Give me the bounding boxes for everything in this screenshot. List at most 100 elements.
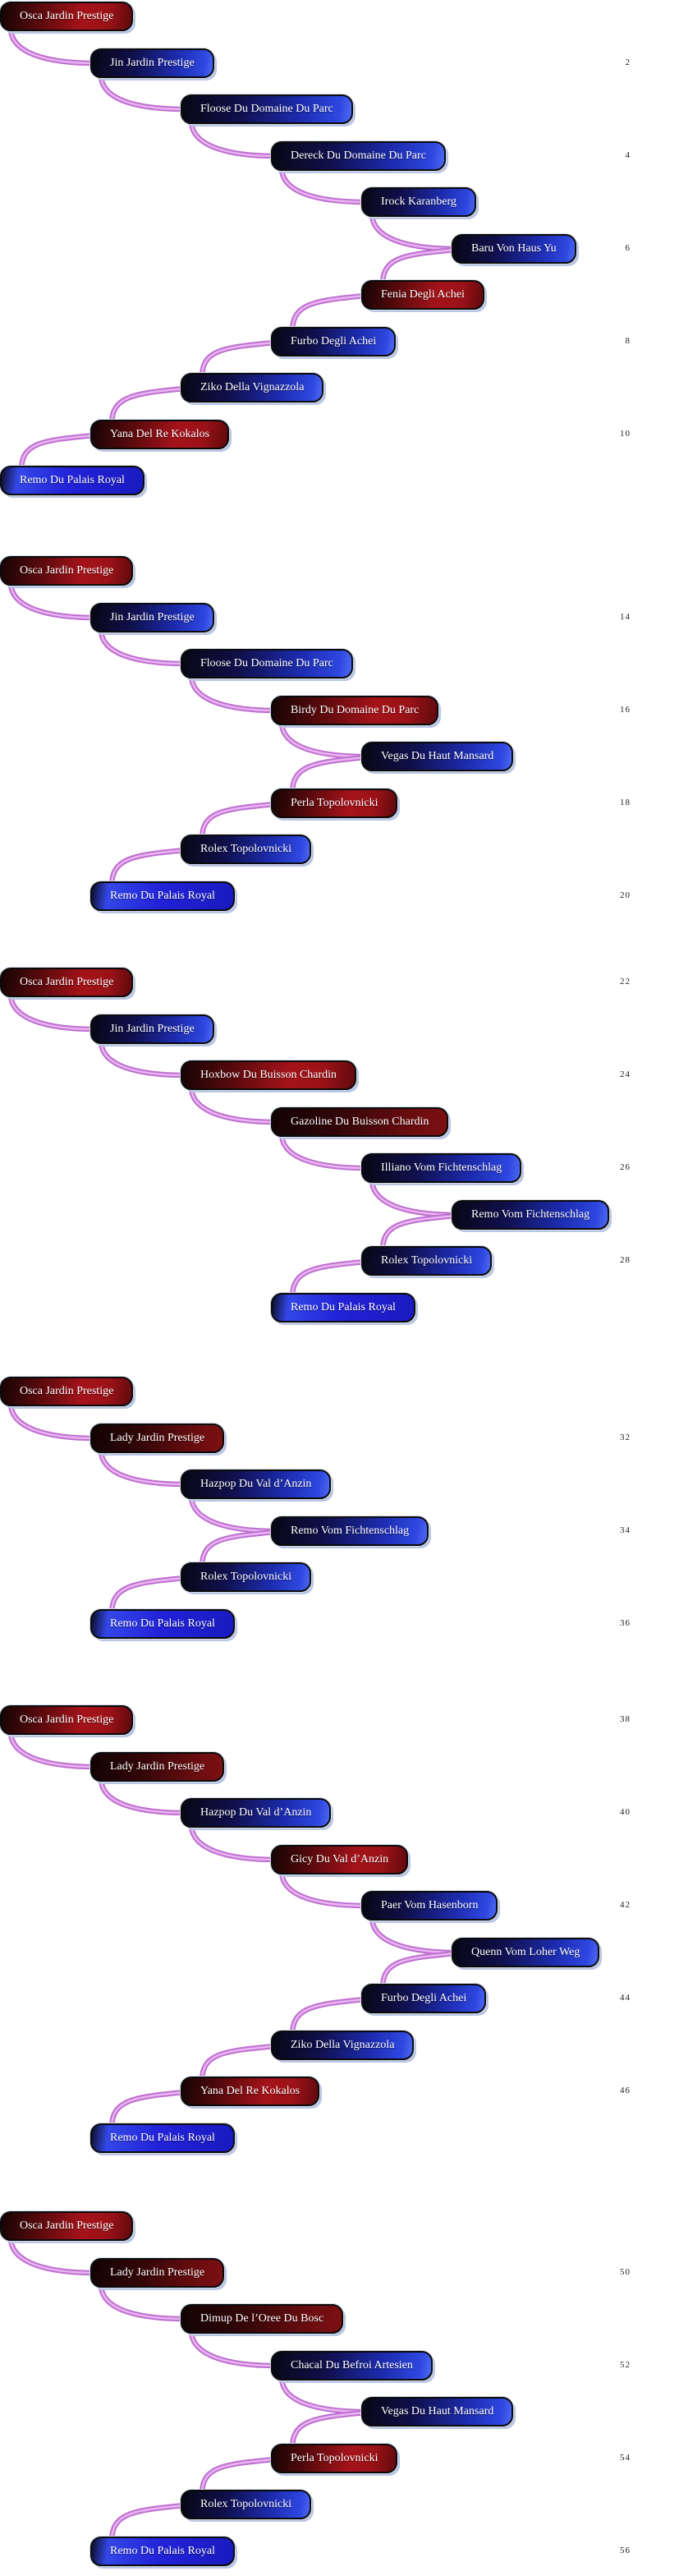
pedigree-node[interactable]: Lady Jardin Prestige bbox=[90, 2258, 225, 2288]
pedigree-node[interactable]: Remo Du Palais Royal bbox=[90, 881, 235, 911]
connector-curve bbox=[9, 581, 98, 619]
generation-number: 26 bbox=[620, 1162, 631, 1172]
connector-curve bbox=[98, 71, 190, 113]
connector-curve bbox=[7, 991, 99, 1033]
generation-number: 2 bbox=[625, 58, 631, 67]
pedigree-node[interactable]: Ziko Della Vignazzola bbox=[271, 2031, 415, 2060]
connector-curve bbox=[280, 166, 369, 204]
generation-number: 38 bbox=[620, 1714, 631, 1724]
pedigree-node[interactable]: Remo Du Palais Royal bbox=[90, 2123, 235, 2153]
connector-curve bbox=[9, 2236, 98, 2275]
pedigree-node[interactable]: Gicy Du Val d’Anzin bbox=[271, 1845, 409, 1874]
pedigree-node[interactable]: Perla Topolovnicki bbox=[271, 2444, 398, 2473]
pedigree-node[interactable]: Yana Del Re Kokalos bbox=[90, 420, 230, 449]
pedigree-node[interactable]: Rolex Topolovnicki bbox=[361, 1246, 493, 1276]
generation-number: 42 bbox=[620, 1900, 631, 1910]
pedigree-node[interactable]: Fenia Degli Achei bbox=[361, 280, 484, 310]
connector-curve bbox=[9, 1401, 98, 1440]
generation-number: 10 bbox=[620, 429, 631, 439]
pedigree-node[interactable]: Ziko Della Vignazzola bbox=[181, 373, 324, 402]
pedigree-node[interactable]: Dereck Du Domaine Du Parc bbox=[271, 141, 446, 171]
connector-curve bbox=[190, 119, 278, 158]
pedigree-node[interactable]: Osca Jardin Prestige bbox=[0, 1377, 134, 1406]
pedigree-node[interactable]: Lady Jardin Prestige bbox=[90, 1424, 225, 1453]
pedigree-node[interactable]: Osca Jardin Prestige bbox=[0, 556, 134, 586]
connector-curve bbox=[7, 1728, 99, 1770]
pedigree-node[interactable]: Osca Jardin Prestige bbox=[0, 968, 134, 997]
pedigree-node[interactable]: Remo Vom Fichtenschlag bbox=[452, 1200, 610, 1230]
connector-curve bbox=[99, 2283, 188, 2321]
pedigree-node[interactable]: Remo Vom Fichtenschlag bbox=[271, 1516, 429, 1546]
pedigree-node[interactable]: Remo Du Palais Royal bbox=[90, 1609, 235, 1639]
connector-curve bbox=[99, 1039, 188, 1077]
connector-curve bbox=[110, 387, 186, 426]
generation-number: 28 bbox=[620, 1255, 631, 1265]
pedigree-node[interactable]: Osca Jardin Prestige bbox=[0, 2211, 134, 2241]
pedigree-node[interactable]: Hazpop Du Val d’Anzin bbox=[181, 1470, 332, 1499]
pedigree-node[interactable]: Perla Topolovnicki bbox=[271, 789, 398, 818]
connector-curve bbox=[110, 2091, 186, 2130]
pedigree-node[interactable]: Floose Du Domaine Du Parc bbox=[181, 649, 353, 678]
pedigree-node[interactable]: Vegas Du Haut Mansard bbox=[361, 2397, 514, 2426]
connector-curve bbox=[99, 1777, 188, 1815]
pedigree-node[interactable]: Osca Jardin Prestige bbox=[0, 1705, 134, 1735]
connector-curve bbox=[278, 1868, 370, 1909]
pedigree-node[interactable]: Osca Jardin Prestige bbox=[0, 2, 134, 31]
pedigree-node[interactable]: Remo Du Palais Royal bbox=[0, 466, 145, 495]
connector-curve bbox=[190, 674, 278, 712]
connector-curve bbox=[370, 1916, 459, 1954]
connector-curve bbox=[99, 628, 188, 665]
connector-curve bbox=[98, 1775, 190, 1816]
connector-curve bbox=[369, 1914, 461, 1956]
pedigree-node[interactable]: Rolex Topolovnicki bbox=[181, 835, 312, 864]
pedigree-node[interactable]: Rolex Topolovnicki bbox=[181, 2490, 312, 2519]
connector-curve bbox=[200, 803, 277, 841]
connector-curve bbox=[200, 1530, 277, 1569]
connector-curve bbox=[188, 672, 280, 714]
generation-number: 4 bbox=[625, 150, 631, 160]
connector-curve bbox=[370, 1178, 459, 1217]
pedigree-node[interactable]: Jin Jardin Prestige bbox=[90, 1014, 214, 1044]
pedigree-node[interactable]: Lady Jardin Prestige bbox=[90, 1752, 225, 1782]
pedigree-node[interactable]: Baru Von Haus Yu bbox=[452, 234, 576, 264]
connector-curve bbox=[190, 1494, 278, 1533]
pedigree-node[interactable]: Paer Vom Hasenborn bbox=[361, 1891, 498, 1920]
pedigree-node[interactable]: Rolex Topolovnicki bbox=[181, 1562, 312, 1592]
connector-curve bbox=[110, 1576, 186, 1616]
pedigree-node[interactable]: Vegas Du Haut Mansard bbox=[361, 742, 514, 771]
pedigree-node[interactable]: Jin Jardin Prestige bbox=[90, 48, 214, 78]
pedigree-node[interactable]: Yana Del Re Kokalos bbox=[181, 2077, 320, 2106]
pedigree-node[interactable]: Chacal Du Befroi Artesien bbox=[271, 2351, 433, 2380]
pedigree-node[interactable]: Floose Du Domaine Du Parc bbox=[181, 94, 353, 124]
connector-curve bbox=[9, 1730, 98, 1769]
generation-number: 44 bbox=[620, 1993, 631, 2003]
connector-curve bbox=[278, 719, 370, 760]
pedigree-node[interactable]: Furbo Degli Achei bbox=[361, 1984, 487, 2013]
connector-curve bbox=[188, 117, 280, 159]
pedigree-node[interactable]: Remo Du Palais Royal bbox=[90, 2537, 235, 2566]
pedigree-node[interactable]: Remo Du Palais Royal bbox=[271, 1293, 415, 1322]
generation-number: 18 bbox=[620, 798, 631, 807]
generation-number: 50 bbox=[620, 2267, 631, 2277]
connector-curve bbox=[291, 2411, 367, 2450]
connector-curve bbox=[291, 1998, 367, 2037]
connector-curve bbox=[7, 579, 99, 621]
generation-number: 56 bbox=[620, 2546, 631, 2555]
generation-number: 8 bbox=[625, 336, 631, 346]
pedigree-node[interactable]: Hoxbow Du Buisson Chardin bbox=[181, 1060, 357, 1090]
pedigree-node[interactable]: Birdy Du Domaine Du Parc bbox=[271, 696, 439, 725]
connector-curve bbox=[190, 1085, 278, 1124]
pedigree-node[interactable]: Illiano Vom Fichtenschlag bbox=[361, 1153, 522, 1183]
connector-curve bbox=[188, 1821, 280, 1863]
connector-curve bbox=[381, 1952, 457, 1990]
connector-curve bbox=[369, 210, 461, 252]
pedigree-node[interactable]: Gazoline Du Buisson Chardin bbox=[271, 1107, 449, 1137]
pedigree-node[interactable]: Irock Karanberg bbox=[361, 187, 476, 217]
pedigree-node[interactable]: Furbo Degli Achei bbox=[271, 327, 397, 356]
pedigree-node[interactable]: Dimup De l’Oree Du Bosc bbox=[181, 2304, 344, 2334]
pedigree-node[interactable]: Quenn Vom Loher Weg bbox=[452, 1938, 600, 1967]
pedigree-node[interactable]: Jin Jardin Prestige bbox=[90, 603, 214, 632]
generation-number: 20 bbox=[620, 890, 631, 900]
connector-curve bbox=[188, 1083, 280, 1125]
pedigree-node[interactable]: Hazpop Du Val d’Anzin bbox=[181, 1798, 332, 1828]
